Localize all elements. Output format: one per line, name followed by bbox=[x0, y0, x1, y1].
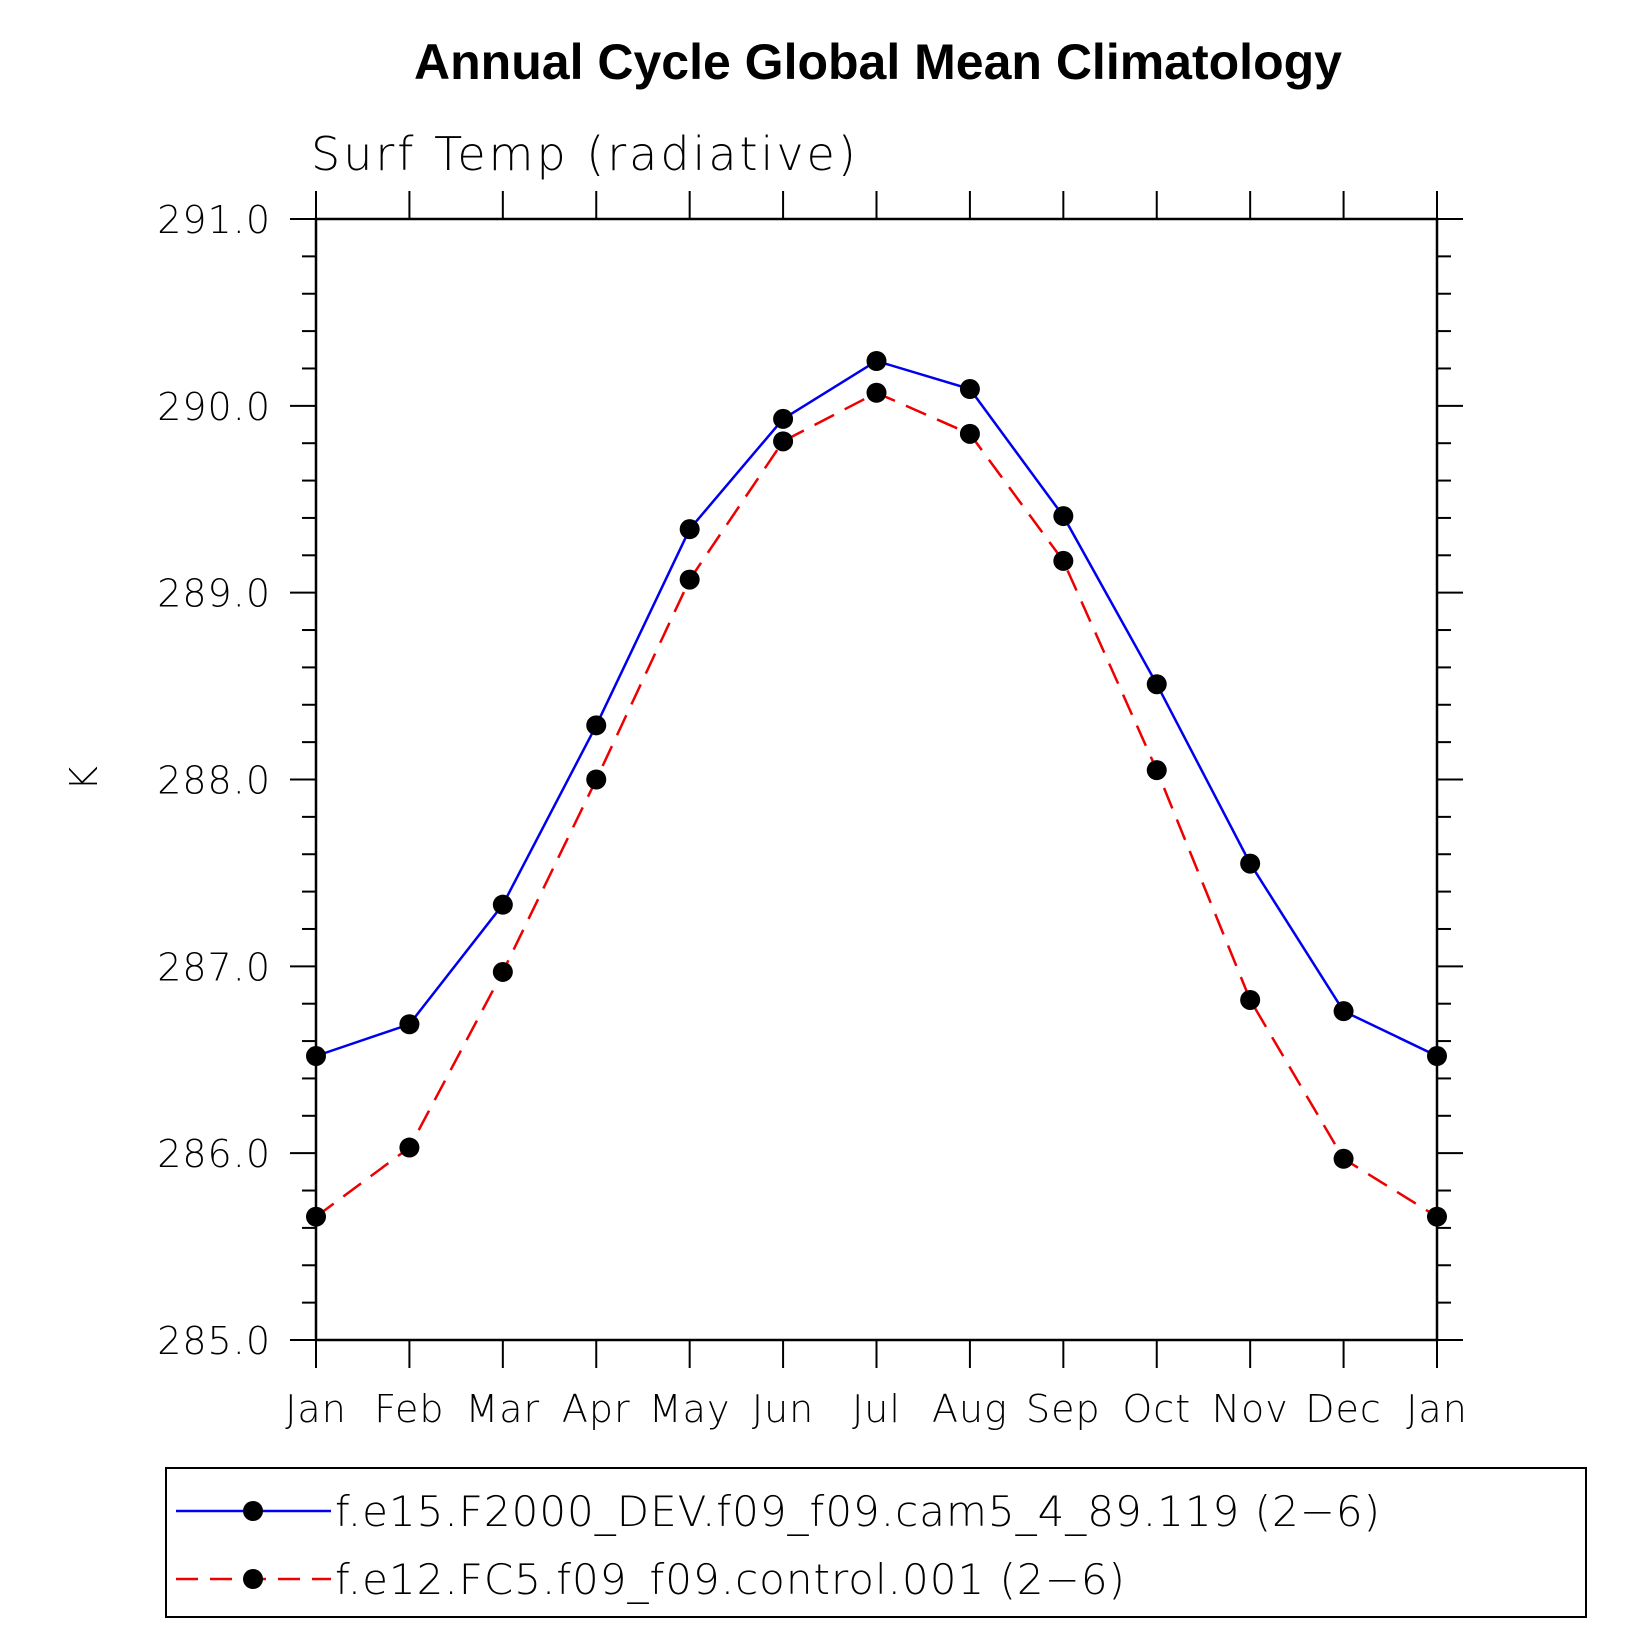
x-tick-label: Sep bbox=[1026, 1387, 1101, 1431]
data-point-series-2 bbox=[1146, 760, 1167, 781]
y-tick-label: 287.0 bbox=[157, 945, 271, 989]
y-tick-label: 285.0 bbox=[157, 1319, 271, 1363]
x-tick-label: Dec bbox=[1305, 1387, 1382, 1431]
y-tick-label: 286.0 bbox=[157, 1132, 271, 1176]
data-point-series-1 bbox=[773, 408, 794, 429]
x-tick-label: Mar bbox=[465, 1387, 540, 1431]
data-point-series-2 bbox=[1053, 550, 1074, 571]
data-point-series-1 bbox=[679, 519, 700, 540]
data-point-series-2 bbox=[959, 423, 980, 444]
legend: f.e15.F2000_DEV.f09_f09.cam5_4_89.119 (2… bbox=[165, 1467, 1587, 1618]
data-point-series-2 bbox=[1240, 989, 1261, 1010]
data-point-series-2 bbox=[679, 569, 700, 590]
data-point-series-1 bbox=[1053, 506, 1074, 527]
data-point-series-1 bbox=[492, 894, 513, 915]
data-point-series-1 bbox=[1427, 1046, 1447, 1067]
x-tick-label: Jan bbox=[1406, 1387, 1468, 1431]
y-tick-label: 291.0 bbox=[157, 198, 271, 242]
data-point-series-1 bbox=[306, 1046, 326, 1067]
data-point-series-2 bbox=[306, 1206, 326, 1227]
data-point-series-1 bbox=[586, 715, 607, 736]
chart-title: Annual Cycle Global Mean Climatology bbox=[414, 34, 1342, 90]
x-tick-label: Aug bbox=[932, 1387, 1008, 1431]
chart-subtitle: Surf Temp (radiative) bbox=[311, 127, 859, 181]
x-tick-label: May bbox=[649, 1387, 731, 1431]
data-point-series-2 bbox=[1333, 1148, 1354, 1169]
data-point-series-2 bbox=[773, 431, 794, 452]
data-point-series-2 bbox=[399, 1137, 420, 1158]
y-axis-label: K bbox=[62, 765, 106, 791]
data-point-series-1 bbox=[959, 379, 980, 400]
legend-label-2: f.e12.FC5.f09_f09.control.001 (2−6) bbox=[335, 1555, 1126, 1604]
x-tick-label: Jun bbox=[752, 1387, 814, 1431]
data-point-series-2 bbox=[586, 769, 607, 790]
legend-label-1: f.e15.F2000_DEV.f09_f09.cam5_4_89.119 (2… bbox=[335, 1487, 1381, 1536]
x-tick-label: Oct bbox=[1122, 1387, 1191, 1431]
data-point-series-2 bbox=[1427, 1206, 1447, 1227]
series-line-1 bbox=[315, 359, 1438, 1058]
data-point-series-1 bbox=[1333, 1001, 1354, 1022]
y-tick-label: 288.0 bbox=[157, 759, 271, 803]
y-tick-label: 290.0 bbox=[157, 385, 271, 429]
data-point-series-2 bbox=[492, 961, 513, 982]
x-tick-label: Nov bbox=[1212, 1387, 1289, 1431]
x-tick-label: Feb bbox=[374, 1387, 444, 1431]
data-point-series-1 bbox=[399, 1014, 420, 1035]
legend-marker-1 bbox=[243, 1501, 263, 1521]
legend-marker-2 bbox=[243, 1569, 263, 1589]
data-point-series-1 bbox=[1240, 853, 1261, 874]
data-point-series-1 bbox=[1146, 674, 1167, 695]
axes: 285.0 286.0 287.0 288.0 289.0 290.0 291.0 Jan Fe… bbox=[157, 191, 1468, 1431]
x-tick-label: Jul bbox=[852, 1387, 901, 1431]
legend-box bbox=[165, 1467, 1587, 1618]
data-point-series-2 bbox=[866, 382, 887, 403]
y-tick-label: 289.0 bbox=[157, 572, 271, 616]
x-tick-label: Apr bbox=[562, 1387, 631, 1431]
series-layer bbox=[306, 350, 1447, 1227]
x-tick-label: Jan bbox=[285, 1387, 347, 1431]
data-point-series-1 bbox=[866, 350, 887, 371]
series-line-2 bbox=[315, 391, 1438, 1218]
